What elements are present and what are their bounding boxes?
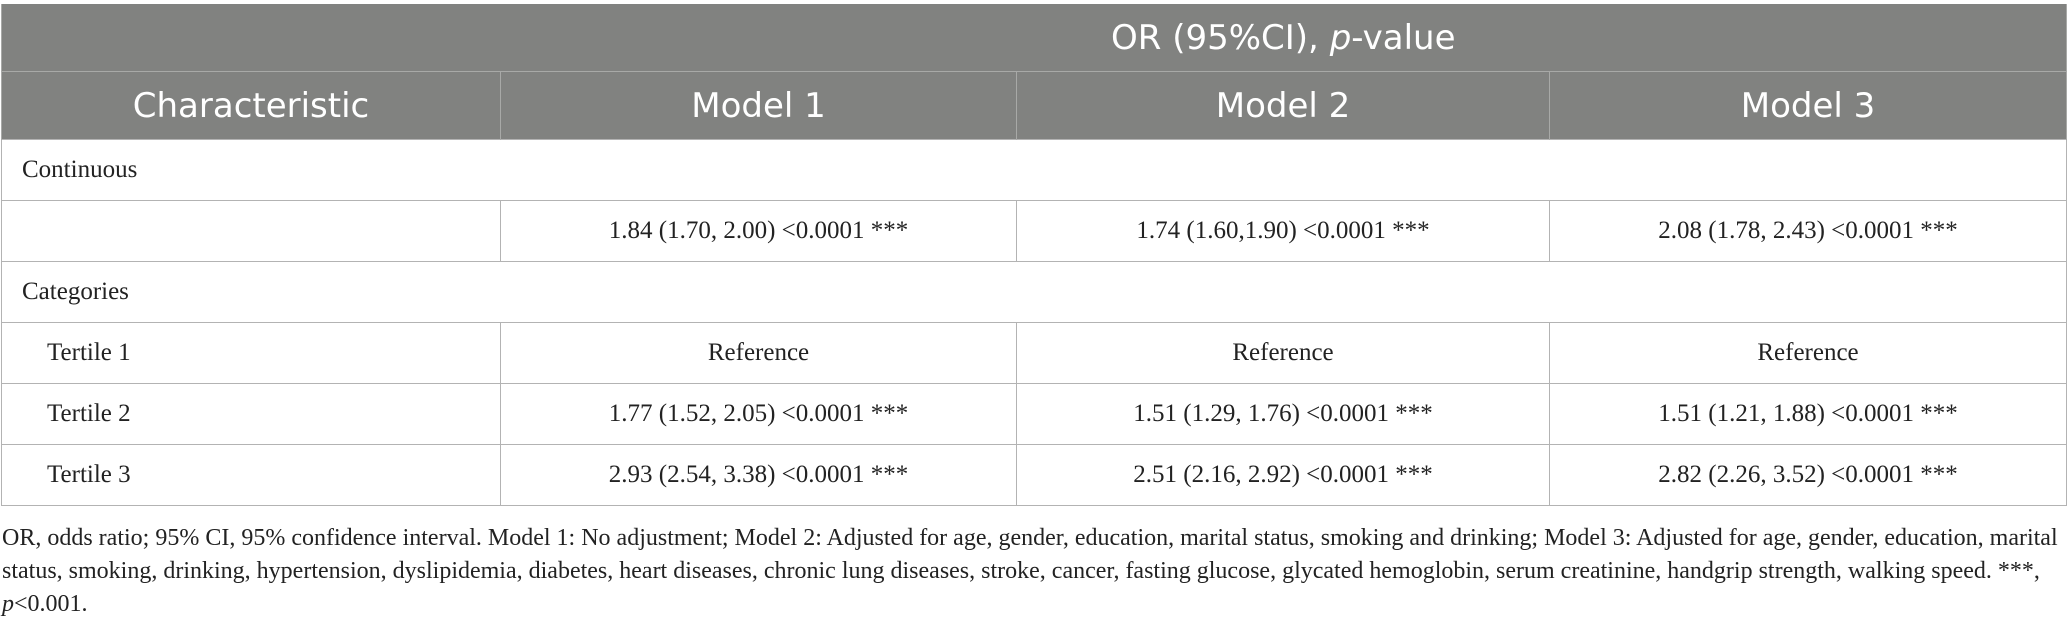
row-label-tertile-3: Tertile 3 xyxy=(1,444,501,506)
table-cell: 1.84 (1.70, 2.00) <0.0001 *** xyxy=(500,200,1017,262)
table-footnote: OR, odds ratio; 95% CI, 95% confidence i… xyxy=(2,522,2062,621)
footnote-threshold: <0.001. xyxy=(14,591,88,617)
table-cell: 2.51 (2.16, 2.92) <0.0001 *** xyxy=(1016,444,1550,506)
table-row-tertile-3: Tertile 3 2.93 (2.54, 3.38) <0.0001 *** … xyxy=(1,444,2067,506)
table-row-tertile-1: Tertile 1 Reference Reference Reference xyxy=(1,322,2067,384)
table-cell: 2.93 (2.54, 3.38) <0.0001 *** xyxy=(500,444,1017,506)
row-label-tertile-1: Tertile 1 xyxy=(1,322,501,384)
column-header-model-1: Model 1 xyxy=(500,71,1017,140)
column-header-characteristic: Characteristic xyxy=(1,71,501,140)
table-cell: 1.74 (1.60,1.90) <0.0001 *** xyxy=(1016,200,1550,262)
footnote-p-italic: p xyxy=(2,591,14,617)
table-cell: Reference xyxy=(1548,322,2067,384)
column-header-model-3: Model 3 xyxy=(1548,71,2067,140)
table-row-categories-label: Categories xyxy=(0,261,2067,323)
table-cell: Reference xyxy=(1016,322,1550,384)
table-cell: 2.82 (2.26, 3.52) <0.0001 *** xyxy=(1548,444,2067,506)
results-table-container: OR (95%CI), p-value Characteristic Model… xyxy=(0,4,2067,506)
table-row-continuous-label: Continuous xyxy=(0,139,2067,201)
group-label-continuous: Continuous xyxy=(0,139,2067,201)
odds-ratio-table: OR (95%CI), p-value Characteristic Model… xyxy=(0,4,2067,506)
group-label-categories: Categories xyxy=(0,261,2067,323)
table-cell: 1.77 (1.52, 2.05) <0.0001 *** xyxy=(500,383,1017,445)
table-cell: 2.08 (1.78, 2.43) <0.0001 *** xyxy=(1548,200,2067,262)
header-or-ci-pvalue: OR (95%CI), p-value xyxy=(500,4,2067,72)
header-top-blank xyxy=(1,4,501,72)
table-row-tertile-2: Tertile 2 1.77 (1.52, 2.05) <0.0001 *** … xyxy=(1,383,2067,445)
header-row-columns: Characteristic Model 1 Model 2 Model 3 xyxy=(1,71,2067,140)
header-row-top: OR (95%CI), p-value xyxy=(1,4,2067,72)
table-cell: 1.51 (1.29, 1.76) <0.0001 *** xyxy=(1016,383,1550,445)
table-cell xyxy=(1,200,501,262)
row-label-tertile-2: Tertile 2 xyxy=(1,383,501,445)
footnote-text: OR, odds ratio; 95% CI, 95% confidence i… xyxy=(2,525,2058,584)
column-header-model-2: Model 2 xyxy=(1016,71,1550,140)
table-row-continuous-values: 1.84 (1.70, 2.00) <0.0001 *** 1.74 (1.60… xyxy=(1,200,2067,262)
table-cell: Reference xyxy=(500,322,1017,384)
table-cell: 1.51 (1.21, 1.88) <0.0001 *** xyxy=(1548,383,2067,445)
